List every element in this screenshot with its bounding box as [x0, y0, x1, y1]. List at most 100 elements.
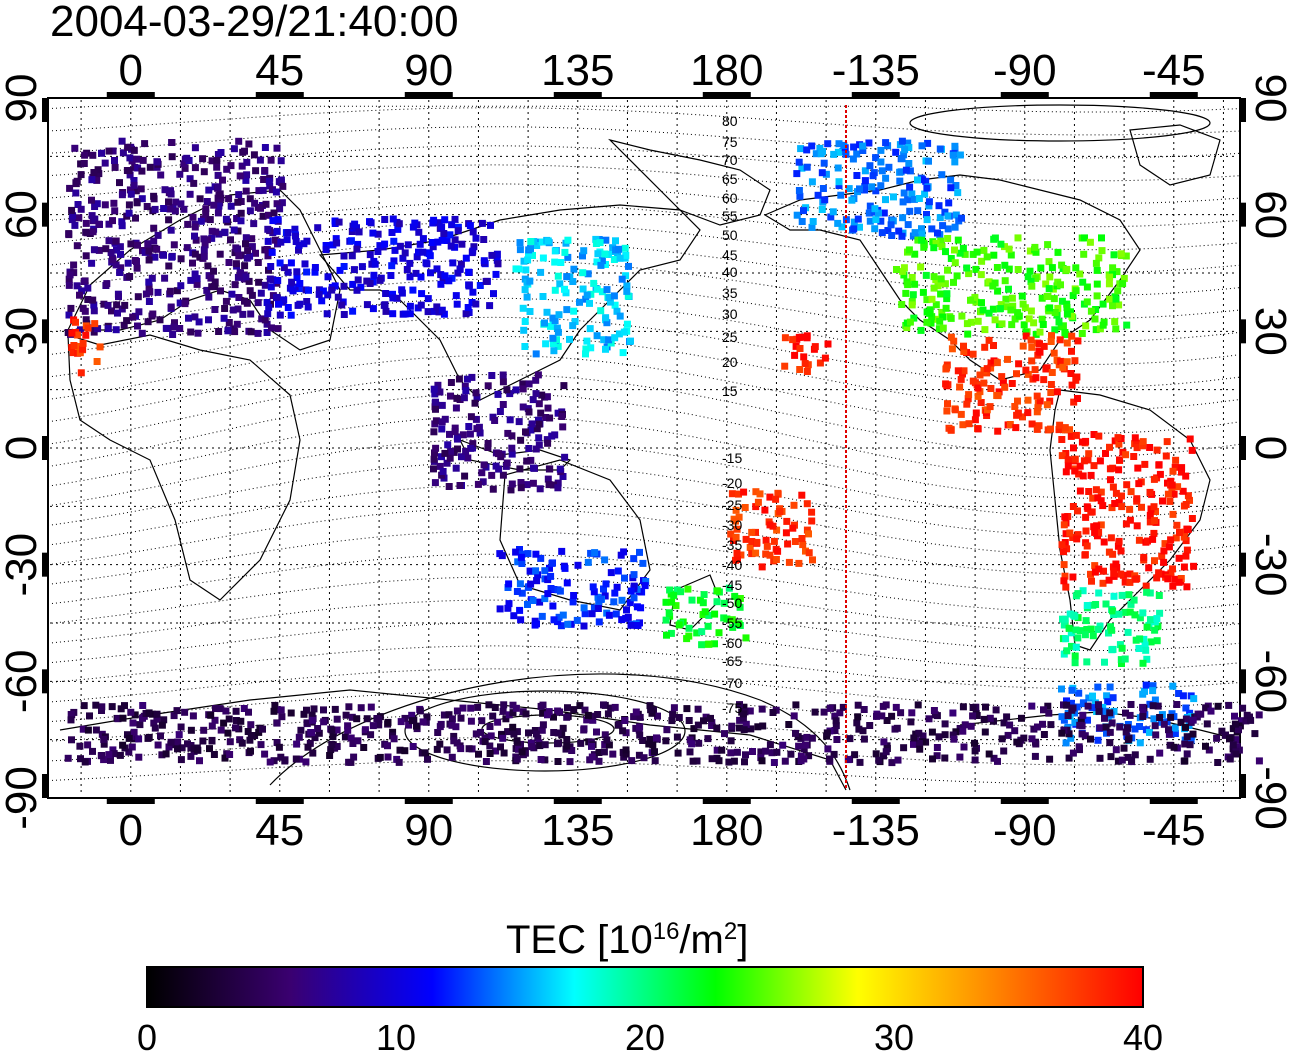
- tec-cell: [612, 610, 620, 618]
- tec-cell: [584, 711, 592, 719]
- tec-cell: [115, 293, 122, 301]
- tec-cell: [1028, 357, 1036, 365]
- tec-cell: [1067, 629, 1075, 637]
- tec-cell: [226, 738, 234, 746]
- tec-cell: [880, 209, 888, 217]
- tec-cell: [445, 483, 453, 490]
- tec-cell: [177, 200, 185, 208]
- tec-cell: [353, 245, 361, 253]
- tec-cell: [433, 265, 441, 273]
- tec-cell: [235, 137, 243, 145]
- tec-cell: [868, 183, 876, 191]
- tec-cell: [1118, 660, 1125, 667]
- tec-cell: [248, 235, 256, 243]
- tec-cell: [821, 196, 829, 204]
- tec-cell: [589, 583, 597, 591]
- tec-cell: [354, 276, 362, 284]
- tec-cell: [563, 306, 571, 314]
- tec-cell: [150, 192, 158, 200]
- tec-cell: [842, 216, 850, 224]
- tec-cell: [1095, 589, 1103, 597]
- tec-cell: [636, 548, 643, 556]
- tec-cell: [1158, 552, 1166, 560]
- tec-cell: [983, 253, 991, 261]
- tec-cell: [150, 237, 158, 245]
- tec-cell: [396, 746, 404, 754]
- tec-cell: [546, 564, 553, 572]
- x-tick-bar-top: [1149, 92, 1198, 98]
- tec-cell: [830, 150, 838, 158]
- tec-cell: [533, 577, 541, 585]
- tec-cell: [581, 706, 589, 714]
- tec-cell: [633, 603, 641, 611]
- tec-cell: [945, 199, 953, 207]
- tec-cell: [247, 310, 255, 318]
- tec-cell: [406, 310, 414, 318]
- tec-cell: [1226, 735, 1233, 743]
- tec-cell: [499, 378, 507, 386]
- tec-cell: [621, 574, 628, 582]
- tec-cell: [397, 718, 405, 726]
- tec-cell: [1231, 712, 1238, 720]
- tec-cell: [464, 304, 472, 311]
- tec-cell: [441, 449, 449, 457]
- tec-cell: [116, 179, 123, 187]
- tec-cell: [171, 207, 179, 215]
- tec-cell: [630, 713, 638, 721]
- tec-cell: [342, 711, 350, 719]
- tec-cell: [1096, 457, 1104, 465]
- tec-cell: [465, 282, 473, 290]
- tec-cell: [74, 201, 82, 208]
- tec-cell: [840, 141, 848, 149]
- tec-cell: [1032, 330, 1040, 338]
- tec-cell: [1028, 343, 1036, 351]
- tec-cell: [1112, 746, 1120, 754]
- tec-cell: [595, 749, 603, 756]
- tec-cell: [1056, 336, 1064, 344]
- tec-cell: [1083, 298, 1091, 306]
- tec-cell: [577, 739, 585, 747]
- tec-cell: [458, 240, 466, 248]
- contour-label: 80: [722, 113, 738, 129]
- tec-cell: [740, 703, 748, 711]
- tec-cell: [1096, 754, 1104, 762]
- tec-cell: [1028, 282, 1036, 290]
- tec-cell: [1084, 702, 1092, 710]
- tec-cell: [544, 590, 552, 598]
- coastline: [608, 138, 771, 226]
- tec-cell: [98, 149, 105, 157]
- tec-cell: [551, 431, 559, 439]
- tec-cell: [1132, 575, 1140, 583]
- tec-cell: [1091, 315, 1099, 323]
- tec-cell: [754, 723, 762, 731]
- tec-cell: [181, 300, 189, 308]
- tec-cell: [440, 711, 448, 719]
- tec-cell: [193, 280, 201, 288]
- tec-cell: [491, 417, 499, 424]
- tec-cell: [603, 736, 611, 744]
- tec-cell: [979, 306, 987, 314]
- tec-cell: [541, 319, 548, 327]
- tec-cell: [113, 301, 121, 309]
- tec-cell: [752, 488, 760, 496]
- tec-cell: [1058, 436, 1066, 443]
- tec-cell: [358, 263, 366, 271]
- tec-cell: [1156, 714, 1164, 721]
- tec-cell: [837, 191, 845, 199]
- tec-cell: [130, 177, 138, 184]
- x-tick-label-bottom: 135: [541, 806, 614, 855]
- tec-cell: [227, 236, 234, 244]
- tec-cell: [1058, 713, 1066, 721]
- tec-cell: [610, 292, 618, 300]
- y-tick-label-right: 30: [1246, 307, 1292, 356]
- tec-cell: [284, 268, 292, 276]
- tec-cell: [162, 324, 170, 332]
- tec-cell: [819, 148, 826, 155]
- tec-cell: [492, 462, 500, 470]
- tec-cell: [735, 620, 743, 628]
- tec-cell: [1118, 644, 1126, 652]
- tec-cell: [270, 209, 278, 217]
- tec-cell: [878, 229, 886, 237]
- tec-cell: [1202, 704, 1210, 712]
- tec-cell: [133, 155, 140, 163]
